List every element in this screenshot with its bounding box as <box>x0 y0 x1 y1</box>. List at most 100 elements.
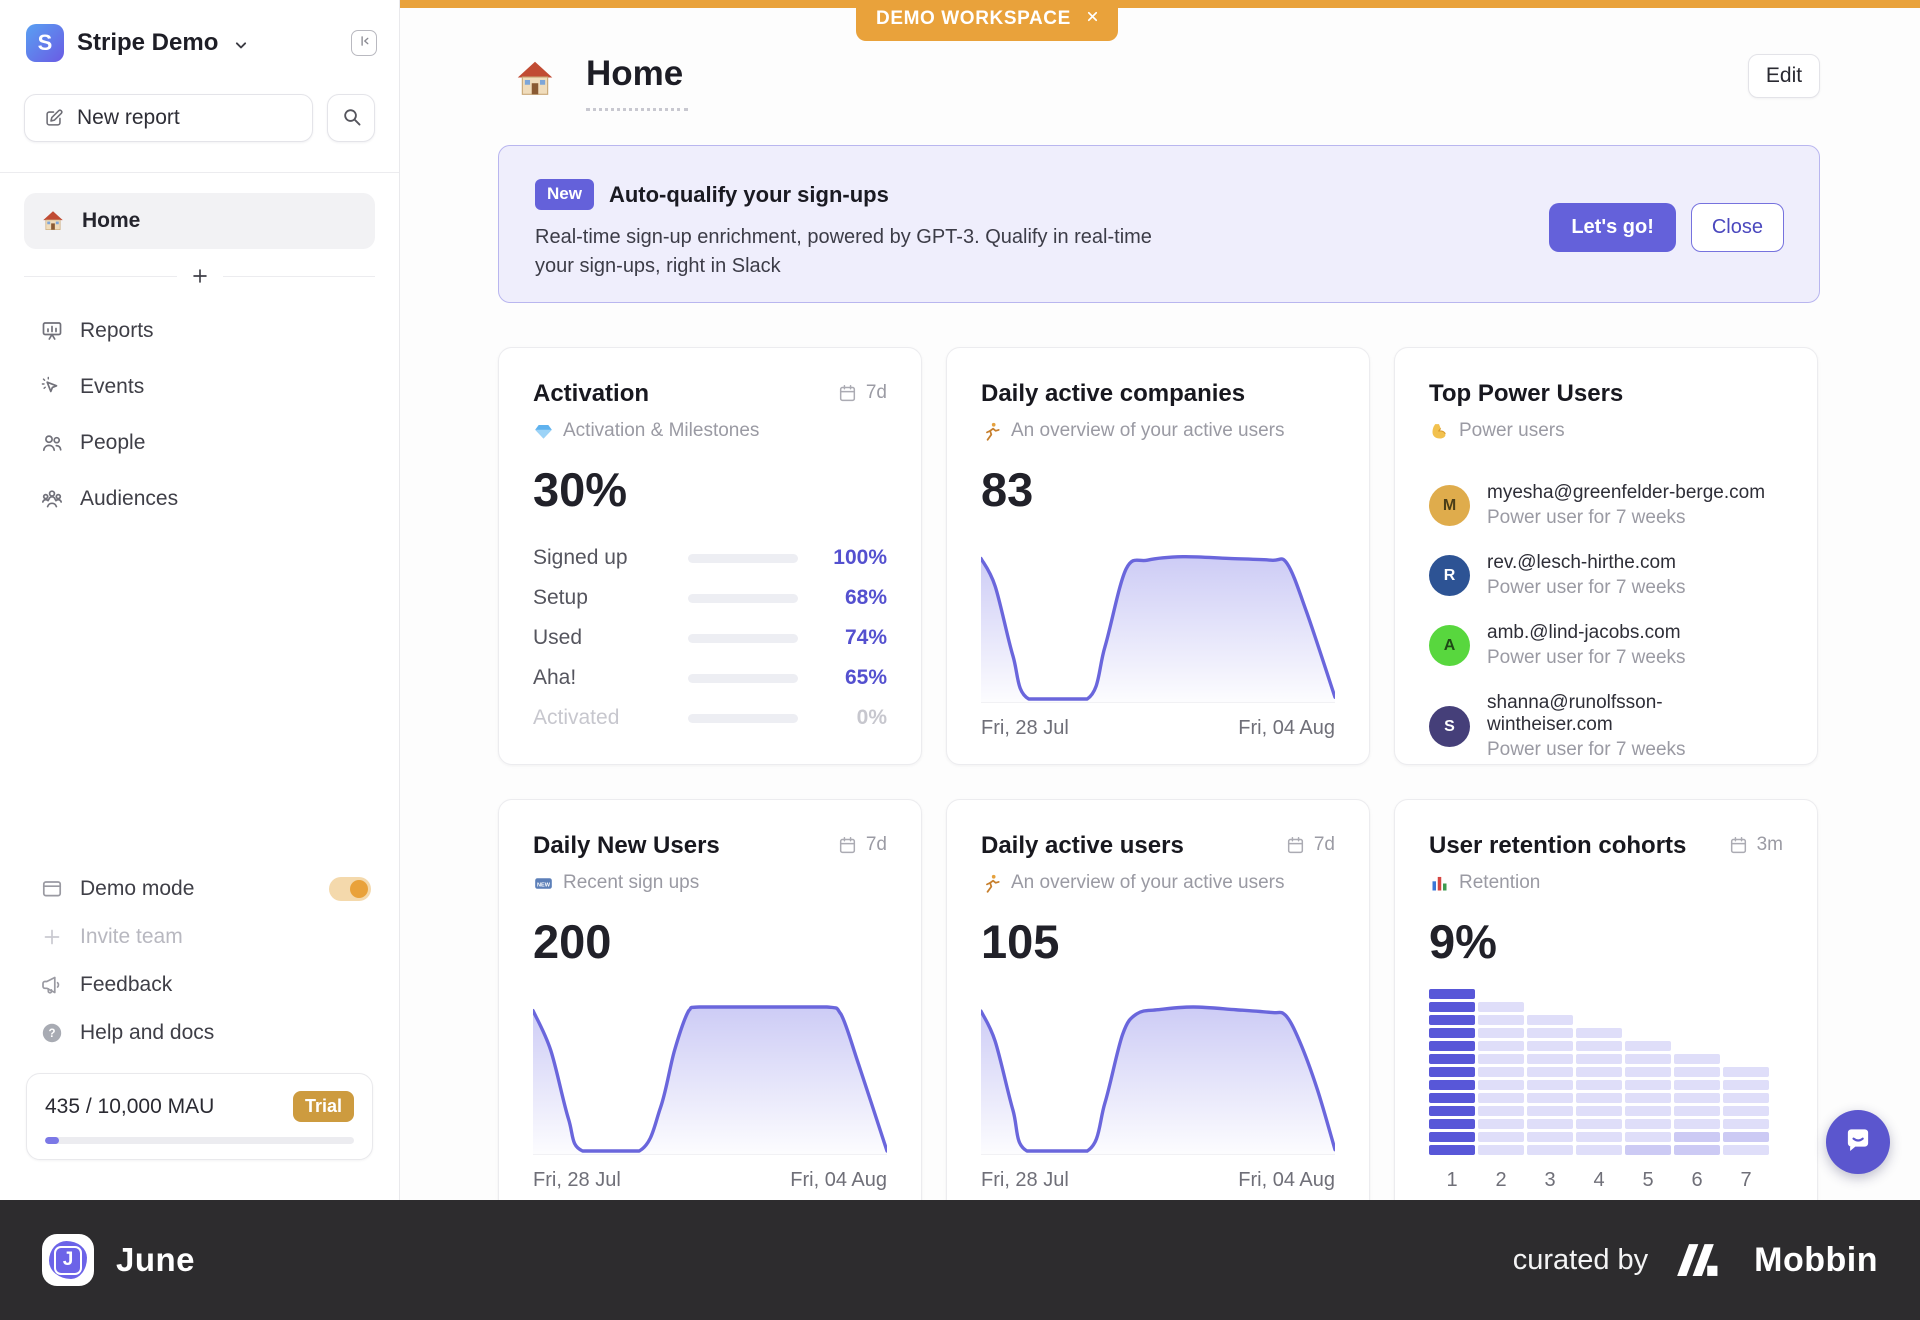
cohort-cell <box>1576 1145 1622 1155</box>
user-email: myesha@greenfelder-berge.com <box>1487 482 1766 503</box>
x-axis-end-label: Fri, 04 Aug <box>1238 1169 1335 1191</box>
chat-bubble-icon <box>1840 1122 1876 1163</box>
sidebar-item-demo-mode[interactable]: Demo mode <box>0 865 399 913</box>
cohort-x-label: 4 <box>1593 1169 1605 1191</box>
search-button[interactable] <box>327 94 375 142</box>
card-user-retention[interactable]: User retention cohorts 3m Retention 9% 1… <box>1394 799 1818 1217</box>
cohort-cell <box>1478 1054 1524 1064</box>
trial-badge: Trial <box>292 1091 354 1122</box>
june-wordmark: June <box>116 1241 196 1278</box>
funnel-row-used: Used 74% <box>533 626 887 649</box>
power-user-row[interactable]: M myesha@greenfelder-berge.com Power use… <box>1429 482 1783 529</box>
power-user-row[interactable]: A amb.@lind-jacobs.com Power user for 7 … <box>1429 622 1783 669</box>
cohort-column-3 <box>1527 1015 1573 1155</box>
card-title: User retention cohorts <box>1429 832 1687 859</box>
sidebar-item-home[interactable]: Home <box>24 193 375 249</box>
cohort-cell <box>1674 1132 1720 1142</box>
sidebar-item-help-and-docs[interactable]: ? Help and docs <box>0 1009 399 1057</box>
card-subtitle: NEW Recent sign ups <box>533 872 887 894</box>
audiences-icon <box>40 487 64 511</box>
card-activation[interactable]: Activation 7d Activation & Milestones 30… <box>498 347 922 765</box>
retention-cohort-chart: 1 2 3 4 5 6 7 <box>1429 989 1783 1192</box>
range-badge: 3m <box>1728 834 1783 856</box>
card-daily-active-users[interactable]: Daily active users 7d An overview of you… <box>946 799 1370 1217</box>
power-users-list: M myesha@greenfelder-berge.com Power use… <box>1429 482 1783 761</box>
card-daily-new-users[interactable]: Daily New Users 7d NEW Recent sign ups 2… <box>498 799 922 1217</box>
sidebar-item-invite-team[interactable]: Invite team <box>0 913 399 961</box>
demo-workspace-strip <box>400 0 1920 8</box>
bar-chart-icon <box>1429 873 1450 894</box>
sidebar-item-events[interactable]: Events <box>0 359 399 415</box>
usage-meter[interactable]: 435 / 10,000 MAU Trial <box>26 1073 373 1160</box>
power-user-row[interactable]: S shanna@runolfsson-wintheiser.com Power… <box>1429 692 1783 761</box>
sidebar-item-audiences[interactable]: Audiences <box>0 471 399 527</box>
megaphone-icon <box>40 973 64 997</box>
sidebar-collapse-button[interactable] <box>351 30 377 56</box>
cohort-cell <box>1576 1132 1622 1142</box>
cohort-cell <box>1625 1093 1671 1103</box>
user-description: Power user for 7 weeks <box>1487 739 1686 760</box>
lets-go-button[interactable]: Let's go! <box>1549 203 1676 252</box>
demo-workspace-badge: DEMO WORKSPACE <box>856 0 1118 41</box>
card-subtitle: Activation & Milestones <box>533 420 887 442</box>
card-value: 83 <box>981 463 1034 516</box>
banner-body: Real-time sign-up enrichment, powered by… <box>535 226 1152 277</box>
people-icon <box>40 431 64 455</box>
add-section-divider[interactable] <box>24 265 375 287</box>
cohort-cell <box>1478 1002 1524 1012</box>
new-report-button[interactable]: New report <box>24 94 313 142</box>
card-subtitle: An overview of your active users <box>981 420 1335 442</box>
cohort-column-4 <box>1576 1028 1622 1155</box>
svg-text:?: ? <box>48 1028 55 1040</box>
calendar-icon <box>837 835 858 856</box>
card-title: Activation <box>533 380 650 407</box>
edit-button[interactable]: Edit <box>1748 54 1820 98</box>
cohort-cell <box>1429 1132 1475 1142</box>
sidebar-item-reports[interactable]: Reports <box>0 303 399 359</box>
cohort-x-label: 7 <box>1740 1169 1752 1191</box>
cohort-cell <box>1478 1106 1524 1116</box>
sidebar-item-feedback[interactable]: Feedback <box>0 961 399 1009</box>
cohort-cell <box>1576 1093 1622 1103</box>
cohort-cell <box>1429 1119 1475 1129</box>
pencil-icon <box>43 107 65 129</box>
user-email: shanna@runolfsson-wintheiser.com <box>1487 692 1663 735</box>
cohort-x-label: 6 <box>1691 1169 1703 1191</box>
power-user-row[interactable]: R rev.@lesch-hirthe.com Power user for 7… <box>1429 552 1783 599</box>
cohort-cell <box>1723 1145 1769 1155</box>
avatar: S <box>1429 706 1470 747</box>
card-top-power-users[interactable]: Top Power Users Power users M myesha@gre… <box>1394 347 1818 765</box>
sidebar-divider <box>0 172 399 173</box>
x-axis-end-label: Fri, 04 Aug <box>790 1169 887 1191</box>
cohort-cell <box>1674 1106 1720 1116</box>
mau-progress-fill <box>45 1137 59 1144</box>
card-title: Top Power Users <box>1429 380 1624 407</box>
card-daily-active-companies[interactable]: Daily active companies An overview of yo… <box>946 347 1370 765</box>
sidebar-item-people[interactable]: People <box>0 415 399 471</box>
cohort-cell <box>1478 1145 1524 1155</box>
cohort-cell <box>1429 1041 1475 1051</box>
cohort-cell <box>1478 1080 1524 1090</box>
curated-by-text: curated by <box>1512 1243 1649 1276</box>
cohort-cell <box>1674 1093 1720 1103</box>
avatar: R <box>1429 555 1470 596</box>
cohort-cell <box>1478 1093 1524 1103</box>
range-badge: 7d <box>837 834 887 856</box>
card-title: Daily active companies <box>981 380 1246 407</box>
close-icon[interactable] <box>1085 8 1100 30</box>
card-value: 30% <box>533 463 628 516</box>
close-banner-button[interactable]: Close <box>1690 203 1784 252</box>
cohort-cell <box>1478 1028 1524 1038</box>
workspace-switcher[interactable]: S Stripe Demo <box>0 0 399 62</box>
workspace-logo: S <box>26 24 64 62</box>
activation-funnel: Signed up 100% Setup 68% Used 74% Aha! 65% Activ… <box>533 546 887 730</box>
cohort-cell <box>1429 1093 1475 1103</box>
chat-launcher-button[interactable] <box>1826 1110 1890 1174</box>
cohort-cell <box>1723 1080 1769 1090</box>
demo-mode-toggle[interactable] <box>329 877 371 901</box>
user-email: rev.@lesch-hirthe.com <box>1487 552 1676 573</box>
cohort-cell <box>1527 1132 1573 1142</box>
june-logo: J <box>42 1234 94 1286</box>
user-email: amb.@lind-jacobs.com <box>1487 622 1681 643</box>
